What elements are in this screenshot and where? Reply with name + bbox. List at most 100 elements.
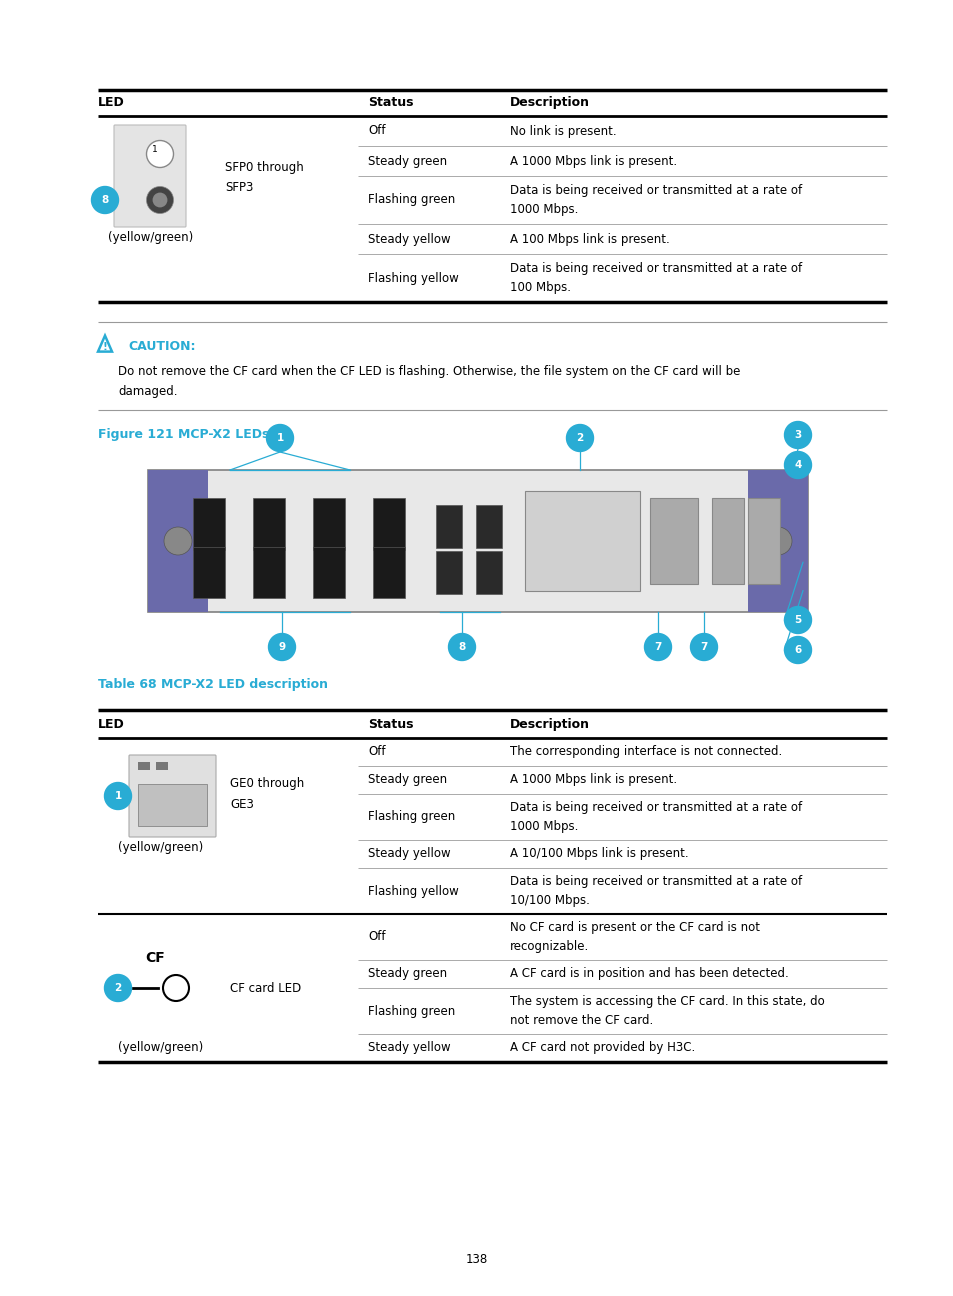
Text: A 1000 Mbps link is present.: A 1000 Mbps link is present. (510, 774, 677, 787)
Text: SFP3: SFP3 (225, 181, 253, 194)
Text: Steady yellow: Steady yellow (368, 232, 450, 245)
Text: Off: Off (368, 124, 385, 137)
Text: Steady yellow: Steady yellow (368, 848, 450, 861)
Text: The corresponding interface is not connected.: The corresponding interface is not conne… (510, 745, 781, 758)
Text: (yellow/green): (yellow/green) (118, 1042, 203, 1055)
Text: 5: 5 (794, 616, 801, 625)
Circle shape (105, 975, 132, 1002)
Bar (476, 505, 501, 548)
Text: 100 Mbps.: 100 Mbps. (510, 281, 571, 294)
Circle shape (783, 607, 811, 634)
Text: 138: 138 (465, 1253, 488, 1266)
Text: GE0 through: GE0 through (230, 778, 304, 791)
Bar (148, 470, 208, 612)
Text: Steady green: Steady green (368, 968, 447, 981)
Text: recognizable.: recognizable. (510, 940, 589, 953)
Bar (747, 499, 780, 583)
Text: CAUTION:: CAUTION: (128, 340, 195, 353)
Text: 7: 7 (700, 642, 707, 652)
Text: 1000 Mbps.: 1000 Mbps. (510, 820, 578, 833)
Circle shape (566, 425, 593, 451)
Bar (193, 547, 225, 597)
Text: 7: 7 (654, 642, 661, 652)
Text: A CF card not provided by H3C.: A CF card not provided by H3C. (510, 1042, 695, 1055)
Circle shape (147, 140, 173, 167)
Bar (649, 499, 698, 583)
FancyBboxPatch shape (129, 756, 215, 837)
Text: Flashing yellow: Flashing yellow (368, 271, 458, 285)
Text: 3: 3 (794, 430, 801, 441)
Text: 1: 1 (276, 433, 283, 443)
Circle shape (147, 187, 173, 214)
Text: LED: LED (98, 96, 125, 109)
Text: 1: 1 (114, 791, 121, 801)
Bar (373, 547, 405, 597)
Text: (yellow/green): (yellow/green) (118, 841, 203, 854)
Circle shape (164, 527, 192, 555)
Circle shape (690, 634, 717, 661)
Text: 9: 9 (278, 642, 285, 652)
Circle shape (783, 451, 811, 478)
Text: 8: 8 (101, 194, 109, 205)
Text: A 100 Mbps link is present.: A 100 Mbps link is present. (510, 232, 669, 245)
Circle shape (163, 975, 189, 1001)
Circle shape (448, 634, 475, 661)
Bar (313, 499, 345, 550)
Bar (747, 470, 807, 612)
Text: 10/100 Mbps.: 10/100 Mbps. (510, 894, 589, 907)
Text: 1: 1 (152, 145, 157, 154)
Circle shape (266, 425, 294, 451)
Text: 2: 2 (576, 433, 583, 443)
Text: LED: LED (98, 718, 125, 731)
Text: Table 68 MCP-X2 LED description: Table 68 MCP-X2 LED description (98, 679, 328, 692)
Text: Data is being received or transmitted at a rate of: Data is being received or transmitted at… (510, 801, 801, 814)
Text: A 10/100 Mbps link is present.: A 10/100 Mbps link is present. (510, 848, 688, 861)
Bar (138, 784, 207, 826)
Bar (476, 551, 501, 594)
Text: Flashing green: Flashing green (368, 193, 455, 206)
Text: CF: CF (145, 951, 165, 966)
FancyBboxPatch shape (148, 470, 807, 612)
Text: The system is accessing the CF card. In this state, do: The system is accessing the CF card. In … (510, 995, 824, 1008)
Bar (436, 505, 461, 548)
Text: !: ! (103, 342, 108, 353)
Text: GE3: GE3 (230, 798, 253, 811)
Bar (193, 499, 225, 550)
Circle shape (152, 193, 167, 207)
Text: Off: Off (368, 745, 385, 758)
Circle shape (268, 634, 295, 661)
Text: Data is being received or transmitted at a rate of: Data is being received or transmitted at… (510, 262, 801, 275)
Text: 8: 8 (457, 642, 465, 652)
Text: CF card LED: CF card LED (230, 981, 301, 994)
Text: Off: Off (368, 931, 385, 943)
Text: Status: Status (368, 96, 413, 109)
Bar (253, 547, 285, 597)
Text: 6: 6 (794, 645, 801, 654)
Text: Data is being received or transmitted at a rate of: Data is being received or transmitted at… (510, 875, 801, 888)
Circle shape (783, 421, 811, 448)
Bar (313, 547, 345, 597)
Bar (253, 499, 285, 550)
Text: Status: Status (368, 718, 413, 731)
Bar (373, 499, 405, 550)
Text: A CF card is in position and has been detected.: A CF card is in position and has been de… (510, 968, 788, 981)
Text: No CF card is present or the CF card is not: No CF card is present or the CF card is … (510, 921, 760, 934)
Text: Figure 121 MCP-X2 LEDs: Figure 121 MCP-X2 LEDs (98, 429, 269, 442)
Circle shape (783, 636, 811, 664)
Text: A 1000 Mbps link is present.: A 1000 Mbps link is present. (510, 154, 677, 167)
Text: No link is present.: No link is present. (510, 124, 616, 137)
Text: Steady green: Steady green (368, 154, 447, 167)
Circle shape (644, 634, 671, 661)
Text: Description: Description (510, 96, 589, 109)
Text: Do not remove the CF card when the CF LED is flashing. Otherwise, the file syste: Do not remove the CF card when the CF LE… (118, 365, 740, 378)
Text: not remove the CF card.: not remove the CF card. (510, 1013, 653, 1026)
Bar (138, 762, 150, 770)
Text: Flashing yellow: Flashing yellow (368, 884, 458, 898)
Text: 4: 4 (794, 460, 801, 470)
Text: Steady yellow: Steady yellow (368, 1042, 450, 1055)
Circle shape (105, 783, 132, 810)
Text: SFP0 through: SFP0 through (225, 162, 303, 175)
Text: Flashing green: Flashing green (368, 810, 455, 823)
Text: (yellow/green): (yellow/green) (108, 232, 193, 245)
Text: Flashing green: Flashing green (368, 1004, 455, 1017)
